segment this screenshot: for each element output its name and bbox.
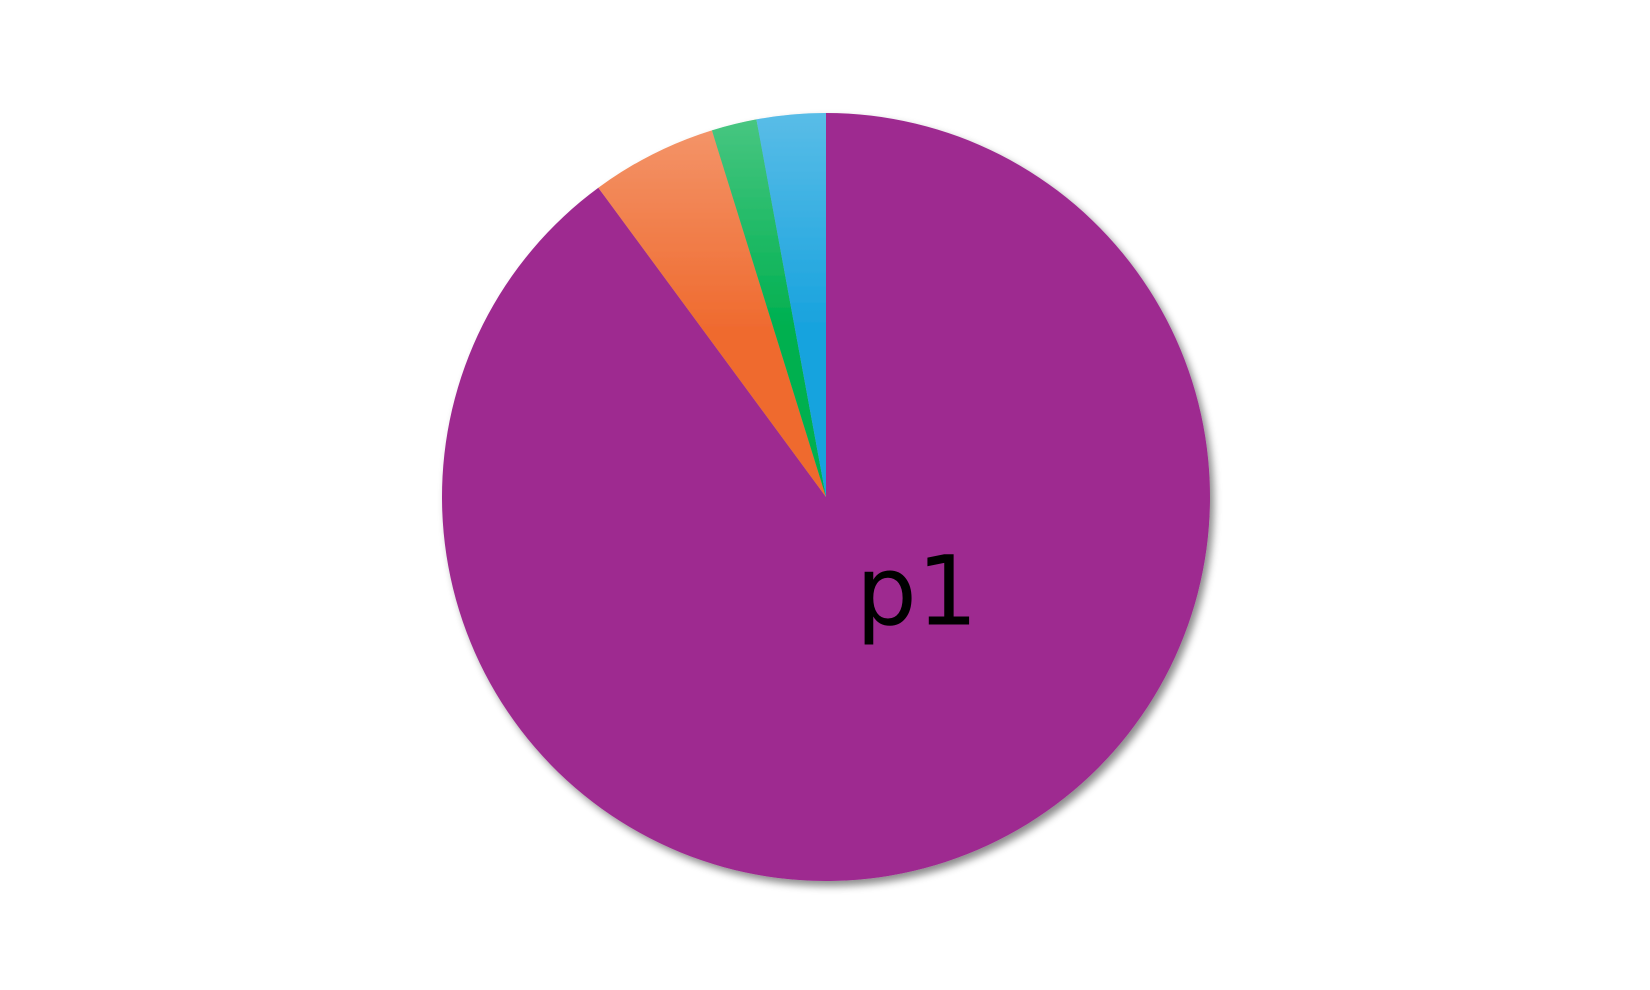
pie-slice-4	[756, 113, 826, 497]
pie-slice-4-shine	[756, 113, 826, 497]
pie-labels: p1	[856, 535, 978, 647]
pie-slice-1	[441, 113, 1211, 882]
pie-slices	[441, 113, 1211, 882]
pie-slice-1-fill	[441, 113, 1211, 882]
pie-slice-3-shine	[711, 119, 826, 497]
pie-slice-2-shine	[598, 130, 826, 497]
pie-slice-3	[711, 119, 826, 497]
pie-slice-1-label: p1	[856, 535, 978, 647]
pie-slice-2	[598, 130, 826, 497]
